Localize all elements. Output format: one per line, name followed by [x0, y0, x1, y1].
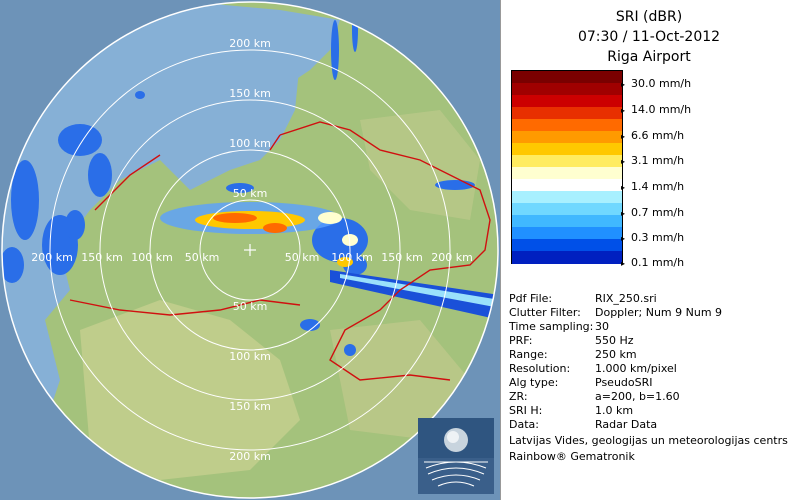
info-value: RIX_250.sri	[595, 292, 657, 305]
range-ring-200	[49, 49, 451, 451]
legend-label: 6.6 mm/h	[621, 129, 684, 142]
range-label-west-150: 150 km	[81, 251, 123, 264]
legend-label: 3.1 mm/h	[621, 154, 684, 167]
radar-map-svg: 200 km 150 km 100 km 50 km 50 km 100 km …	[0, 0, 500, 500]
info-value: Doppler; Num 9 Num 9	[595, 306, 723, 319]
legend-swatch	[512, 107, 622, 120]
range-rings	[49, 49, 451, 451]
product-datetime: 07:30 / 11-Oct-2012	[577, 29, 721, 45]
info-value: 1.000 km/pixel	[595, 362, 677, 375]
info-value: 1.0 km	[595, 404, 634, 417]
range-label-south-100: 100 km	[229, 350, 271, 363]
info-key: Clutter Filter:	[509, 306, 581, 319]
info-value: 30	[595, 320, 609, 333]
legend-swatch	[512, 83, 622, 96]
legend-label: 14.0 mm/h	[621, 103, 691, 116]
range-label-south-200: 200 km	[229, 450, 271, 463]
range-label-west-50: 50 km	[185, 251, 220, 264]
range-ring-150	[99, 99, 401, 401]
range-label-west-200: 200 km	[31, 251, 73, 264]
range-label-north-100: 100 km	[229, 137, 271, 150]
legend-swatch	[512, 203, 622, 216]
radar-site-marker	[244, 244, 256, 256]
range-label-south-50: 50 km	[233, 300, 268, 313]
range-ring-250	[1, 1, 499, 499]
range-ring-50	[199, 199, 301, 301]
legend-swatch	[512, 95, 622, 108]
info-key: ZR:	[509, 390, 528, 403]
info-value: PseudoSRI	[595, 376, 653, 389]
legend-label: 0.1 mm/h	[621, 256, 684, 269]
info-value: 550 Hz	[595, 334, 634, 347]
legend-swatch	[512, 71, 622, 84]
range-ring-100	[149, 149, 351, 351]
legend-swatch	[512, 119, 622, 132]
range-label-north-150: 150 km	[229, 87, 271, 100]
range-label-east-50: 50 km	[285, 251, 320, 264]
legend-label: 0.7 mm/h	[621, 206, 684, 219]
range-label-east-150: 150 km	[381, 251, 423, 264]
range-label-south-150: 150 km	[229, 400, 271, 413]
legend-swatch	[512, 251, 622, 264]
range-label-east-100: 100 km	[331, 251, 373, 264]
legend-swatch	[512, 143, 622, 156]
legend-label: 0.3 mm/h	[621, 231, 684, 244]
info-key: Pdf File:	[509, 292, 553, 305]
legend-swatch	[512, 239, 622, 252]
info-key: Resolution:	[509, 362, 571, 375]
info-key: Data:	[509, 418, 539, 431]
range-label-west-100: 100 km	[131, 251, 173, 264]
range-label-east-200: 200 km	[431, 251, 473, 264]
legend-label: 1.4 mm/h	[621, 180, 684, 193]
radar-map: 200 km 150 km 100 km 50 km 50 km 100 km …	[0, 0, 500, 500]
legend-swatch	[512, 167, 622, 180]
info-key: Range:	[509, 348, 548, 361]
credit-institution: Latvijas Vides, geologijas un meteorolog…	[509, 434, 788, 447]
info-key: Time sampling:	[509, 320, 594, 333]
terrain-patch	[80, 300, 300, 480]
gematronik-logo	[418, 418, 494, 494]
color-legend	[511, 70, 623, 264]
radar-site-name: Riga Airport	[607, 49, 691, 65]
product-title: SRI (dBR)	[615, 9, 683, 25]
info-key: SRI H:	[509, 404, 543, 417]
terrain-patch	[360, 110, 480, 220]
info-value: 250 km	[595, 348, 637, 361]
legend-swatch	[512, 215, 622, 228]
precipitation-echoes	[2, 8, 498, 356]
info-value: Radar Data	[595, 418, 658, 431]
legend-swatch	[512, 227, 622, 240]
legend-label: 30.0 mm/h	[621, 77, 691, 90]
info-panel: SRI (dBR) 07:30 / 11-Oct-2012 Riga Airpo…	[500, 0, 796, 500]
credit-software: Rainbow® Gematronik	[509, 450, 635, 463]
range-label-north-200: 200 km	[229, 37, 271, 50]
country-border	[69, 121, 491, 381]
info-key: Alg type:	[509, 376, 559, 389]
info-key: PRF:	[509, 334, 533, 347]
legend-swatch	[512, 191, 622, 204]
info-value: a=200, b=1.60	[595, 390, 680, 403]
terrain-patch	[330, 320, 470, 440]
range-label-north-50: 50 km	[233, 187, 268, 200]
legend-swatch	[512, 131, 622, 144]
legend-swatch	[512, 179, 622, 192]
legend-swatch	[512, 155, 622, 168]
